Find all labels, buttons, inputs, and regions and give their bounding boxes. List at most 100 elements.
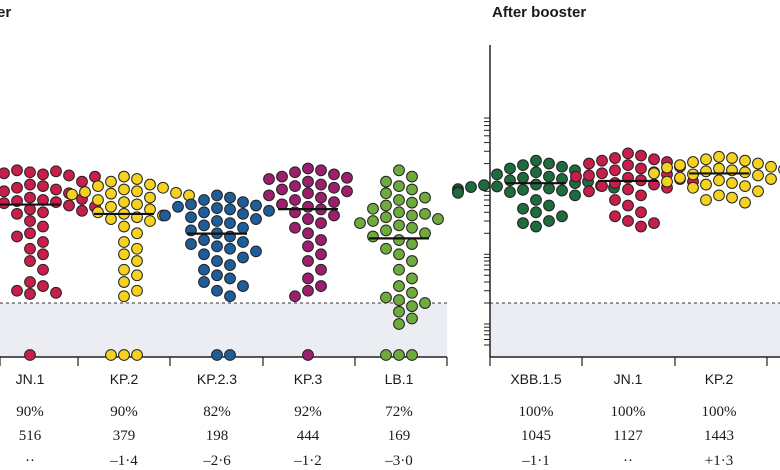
data-point: [517, 159, 529, 172]
data-point: [92, 180, 104, 192]
data-point: [452, 186, 464, 199]
gmt-label: 169: [388, 428, 411, 444]
data-point: [380, 175, 392, 188]
data-point: [328, 181, 340, 194]
data-point: [406, 196, 418, 209]
data-point: [118, 170, 130, 183]
data-point: [739, 180, 751, 192]
data-point: [211, 240, 223, 253]
data-point: [131, 349, 143, 361]
data-point: [79, 186, 91, 198]
data-point: [393, 248, 405, 261]
data-point: [198, 234, 210, 246]
data-point: [380, 242, 392, 255]
category-label: LB.1: [385, 371, 414, 387]
data-point: [11, 230, 23, 243]
data-point: [144, 215, 156, 227]
data-point: [491, 180, 503, 193]
data-point: [302, 255, 314, 267]
data-point: [157, 181, 169, 194]
data-point: [302, 272, 314, 285]
data-point: [609, 152, 621, 164]
data-point: [406, 170, 418, 183]
data-point: [289, 290, 301, 303]
gmt-label: 379: [113, 428, 136, 444]
category-label: JN.1: [614, 371, 643, 387]
data-point: [211, 284, 223, 297]
data-point: [185, 198, 197, 211]
data-point: [569, 189, 581, 202]
data-point: [24, 276, 36, 288]
data-point: [24, 255, 36, 267]
data-point: [635, 189, 647, 202]
data-point: [367, 215, 379, 227]
data-point: [263, 173, 275, 185]
data-point: [517, 171, 529, 184]
data-point: [289, 221, 301, 234]
data-point: [131, 185, 143, 198]
data-point: [63, 169, 75, 182]
data-point: [211, 255, 223, 267]
data-point: [144, 191, 156, 204]
category-label: KP.2: [110, 371, 139, 387]
percent-label: 90%: [16, 404, 44, 420]
data-point: [406, 255, 418, 267]
category-label: XBB.1.5: [510, 371, 562, 387]
data-point: [105, 349, 117, 361]
data-point: [393, 164, 405, 177]
data-point: [131, 255, 143, 267]
data-point: [635, 149, 647, 162]
data-point: [315, 217, 327, 229]
percent-label: 100%: [702, 404, 737, 420]
data-point: [465, 181, 477, 193]
data-point: [700, 165, 712, 178]
data-point: [419, 297, 431, 309]
data-point: [250, 245, 262, 258]
data-point: [37, 180, 49, 192]
data-point: [237, 207, 249, 220]
data-point: [406, 349, 418, 361]
data-point: [739, 196, 751, 209]
data-point: [596, 180, 608, 192]
data-point: [198, 219, 210, 232]
data-point: [118, 248, 130, 261]
percent-label: 82%: [203, 404, 231, 420]
data-point: [609, 177, 621, 189]
data-point: [170, 186, 182, 199]
data-point: [24, 191, 36, 204]
data-point: [24, 242, 36, 255]
data-point: [517, 183, 529, 196]
data-point: [302, 175, 314, 188]
data-point: [713, 174, 725, 187]
data-point: [543, 170, 555, 183]
data-point: [687, 181, 699, 194]
data-point: [393, 194, 405, 206]
data-point: [752, 157, 764, 170]
data-point: [24, 166, 36, 179]
data-point: [674, 159, 686, 172]
data-point: [0, 197, 10, 210]
data-point: [24, 215, 36, 227]
data-point: [674, 171, 686, 184]
data-point: [24, 227, 36, 240]
data-point: [380, 211, 392, 224]
data-point: [726, 177, 738, 189]
data-point: [504, 186, 516, 198]
data-point: [159, 209, 171, 222]
data-point: [131, 269, 143, 282]
data-point: [583, 169, 595, 182]
below-threshold-region: [0, 303, 447, 357]
percent-label: 90%: [110, 404, 138, 420]
data-point: [393, 318, 405, 330]
data-point: [50, 196, 62, 209]
data-point: [289, 180, 301, 192]
data-point: [622, 159, 634, 172]
data-point: [635, 162, 647, 175]
data-point: [11, 181, 23, 194]
data-point: [609, 194, 621, 206]
data-point: [237, 221, 249, 234]
panel-after-booster: After booster XBB.1.5 100% 1045 –1·1 JN.1 100%…: [452, 4, 780, 469]
data-point: [211, 202, 223, 214]
data-point: [92, 206, 104, 219]
